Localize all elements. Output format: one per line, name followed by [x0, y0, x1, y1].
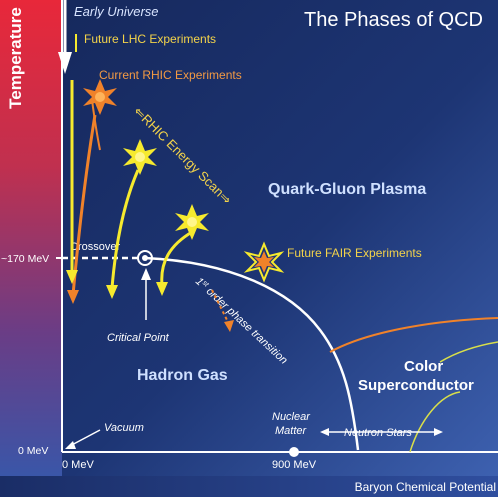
future-lhc-label: Future LHC Experiments	[84, 32, 216, 46]
starburst-icon	[243, 241, 285, 283]
tick-900-mev: 900 MeV	[272, 459, 317, 471]
rhic-trajectory-2	[91, 99, 101, 151]
starburst-icon	[175, 204, 209, 240]
future-fair-label: Future FAIR Experiments	[287, 246, 422, 260]
superconductor-boundary-yellow-bottom	[409, 391, 461, 453]
temperature-axis-bar	[0, 0, 62, 476]
superconductor-boundary-orange	[329, 317, 498, 353]
superconductor-label: Superconductor	[358, 377, 474, 394]
neutron-stars-range-arrow	[320, 428, 443, 436]
scan-trajectory-1	[110, 169, 140, 289]
dashed-arrow-icon	[211, 289, 234, 332]
tick-170-mev: ~170 MeV	[1, 253, 49, 265]
nuclear-matter-point	[289, 447, 299, 457]
crossover-label: Crossover	[70, 241, 120, 253]
tick-0-mev-y: 0 MeV	[18, 445, 48, 457]
color-label: Color	[404, 358, 443, 375]
vacuum-label: Vacuum	[104, 422, 144, 434]
down-arrow-icon	[58, 0, 72, 74]
starburst-icon	[83, 79, 117, 115]
diagram-title: The Phases of QCD	[304, 9, 483, 31]
tick-0-mev-x: 0 MeV	[62, 459, 94, 471]
neutron-stars-label: Neutron Stars	[344, 427, 412, 439]
current-rhic-label: Current RHIC Experiments	[99, 68, 242, 82]
nuclear-label: Nuclear	[272, 411, 311, 423]
chemical-potential-axis-bar	[0, 476, 498, 497]
lhc-trajectory-arrowhead	[66, 270, 78, 284]
starburst-icon	[123, 139, 157, 175]
matter-label: Matter	[275, 425, 308, 437]
superconductor-boundary-yellow-top	[439, 341, 498, 363]
scan-trajectory-1-arrowhead	[106, 285, 118, 299]
critical-point-arrow	[141, 268, 151, 320]
critical-point-icon	[137, 250, 153, 266]
early-universe-label: Early Universe	[74, 4, 159, 19]
scan-trajectory-2	[160, 230, 193, 286]
rhic-trajectory-1-arrowhead	[67, 290, 79, 304]
x-axis-label: Baryon Chemical Potential	[355, 480, 496, 494]
quark-gluon-plasma-label: Quark-Gluon Plasma	[268, 181, 426, 198]
scan-trajectory-2-arrowhead	[156, 282, 168, 296]
vacuum-arrow	[65, 429, 101, 449]
critical-point-label: Critical Point	[107, 332, 170, 344]
phase-transition-curve	[144, 256, 360, 451]
y-axis-label: Temperature	[6, 7, 25, 109]
hadron-gas-label: Hadron Gas	[137, 367, 228, 384]
